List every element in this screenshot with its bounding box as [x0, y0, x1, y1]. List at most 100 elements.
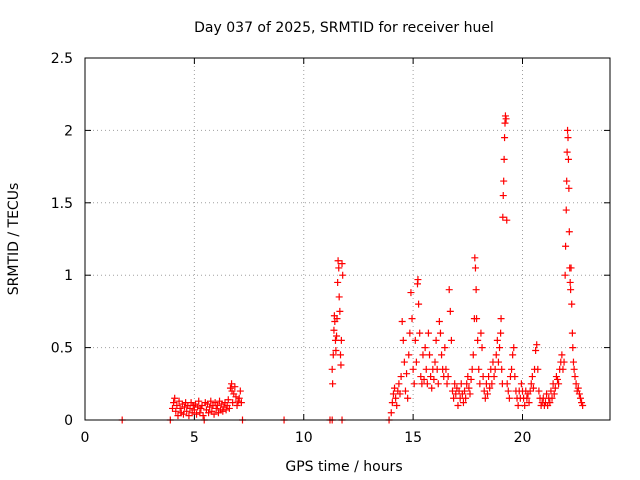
x-tick-label: 15 — [404, 430, 422, 446]
data-point — [393, 402, 401, 410]
data-point — [328, 365, 336, 373]
x-tick-label: 0 — [81, 430, 90, 446]
data-point — [428, 384, 436, 392]
data-point — [421, 344, 429, 352]
data-point — [511, 373, 519, 381]
data-point — [494, 358, 502, 366]
data-point — [171, 394, 179, 402]
data-point — [533, 341, 541, 349]
data-point — [493, 336, 501, 344]
data-point — [332, 346, 340, 354]
data-point — [579, 402, 587, 410]
data-point — [219, 407, 227, 415]
data-point — [411, 336, 419, 344]
data-point — [423, 380, 431, 388]
data-point — [567, 264, 575, 272]
data-point — [499, 192, 507, 200]
data-point — [546, 399, 554, 407]
y-tick-label: 2 — [64, 123, 73, 139]
data-point — [500, 177, 508, 185]
data-point — [431, 358, 439, 366]
data-point — [445, 286, 453, 294]
data-point — [529, 384, 537, 392]
data-point — [194, 403, 202, 411]
data-point — [505, 394, 513, 402]
data-point — [442, 365, 450, 373]
data-point — [528, 373, 536, 381]
data-point — [335, 293, 343, 301]
data-point — [443, 380, 451, 388]
data-point — [500, 155, 508, 163]
y-tick-label: 2.5 — [51, 51, 73, 67]
data-point — [330, 326, 338, 334]
data-point — [496, 344, 504, 352]
data-point — [338, 260, 346, 268]
data-point — [401, 387, 409, 395]
data-point — [517, 380, 525, 388]
data-point — [471, 254, 479, 262]
data-point — [416, 329, 424, 337]
data-point — [206, 403, 214, 411]
data-point — [434, 380, 442, 388]
data-point — [447, 336, 455, 344]
data-point — [450, 394, 458, 402]
data-point — [471, 264, 479, 272]
data-point — [405, 351, 413, 359]
data-point — [451, 380, 459, 388]
data-point — [535, 387, 543, 395]
data-point — [569, 358, 577, 366]
data-point — [172, 407, 180, 415]
data-point — [333, 332, 341, 340]
data-point — [232, 393, 240, 401]
data-point — [229, 399, 237, 407]
data-point — [398, 318, 406, 326]
data-point — [484, 390, 491, 398]
data-point — [534, 365, 542, 373]
data-point — [392, 394, 400, 402]
data-point — [236, 387, 244, 395]
data-point — [387, 409, 395, 417]
data-point — [570, 365, 578, 373]
data-point — [465, 384, 473, 392]
data-point — [510, 344, 518, 352]
data-point — [233, 402, 241, 410]
data-point — [563, 148, 571, 156]
data-point — [337, 361, 345, 369]
data-point — [420, 375, 428, 383]
y-tick-label: 1 — [64, 268, 73, 284]
data-point — [476, 380, 484, 388]
data-point — [422, 365, 430, 373]
data-point — [501, 134, 509, 142]
data-point — [466, 390, 474, 398]
data-point — [568, 329, 576, 337]
data-point — [181, 403, 189, 411]
axis-ticks: 0 5 10 15 20 0 0.5 1 1.5 2 2.5 — [51, 51, 610, 446]
data-point — [491, 365, 499, 373]
data-point — [454, 402, 462, 410]
data-point — [550, 390, 558, 398]
data-point — [426, 351, 434, 359]
data-point — [569, 344, 577, 352]
x-tick-label: 5 — [190, 430, 199, 446]
data-point — [337, 336, 345, 344]
data-point — [497, 329, 505, 337]
data-point — [395, 380, 403, 388]
data-point — [567, 286, 575, 294]
x-tick-label: 10 — [295, 430, 313, 446]
data-point — [503, 380, 511, 388]
data-point — [521, 402, 529, 410]
data-point — [503, 216, 511, 224]
data-point — [497, 315, 505, 323]
data-point — [488, 380, 496, 388]
data-point — [334, 257, 342, 265]
data-point — [333, 315, 341, 323]
data-point — [486, 384, 494, 392]
data-point — [436, 329, 444, 337]
data-point — [210, 410, 218, 418]
data-point — [176, 404, 184, 412]
data-point — [560, 358, 568, 366]
data-point — [564, 126, 572, 134]
data-point — [459, 399, 467, 407]
data-point — [469, 351, 477, 359]
